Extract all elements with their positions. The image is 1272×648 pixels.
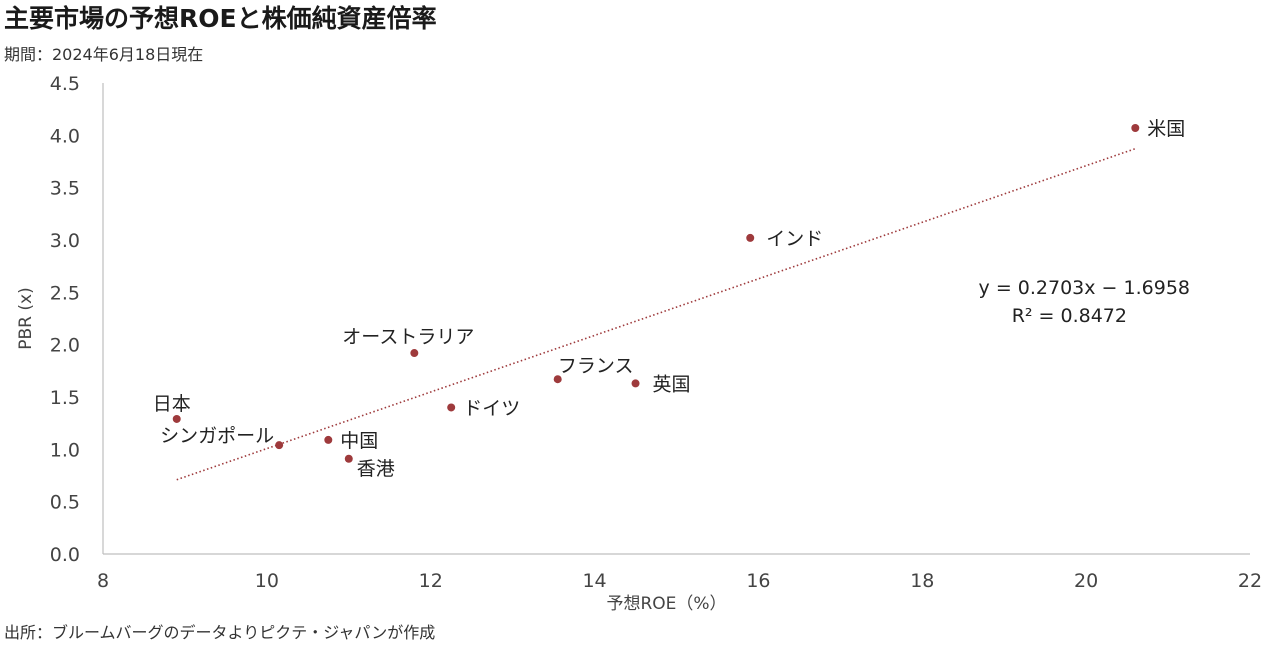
- point-label: シンガポール: [160, 425, 274, 447]
- y-tick-label: 1.5: [50, 387, 80, 409]
- data-point: [324, 435, 333, 444]
- x-tick-label: 20: [1074, 570, 1098, 592]
- chart-axes: 0.0 0.5 1.0 1.5 2.0 2.5 3.0 3.5 4.0 4.5 8 10 12 14 16 1…: [50, 73, 1262, 592]
- trendline-group: [176, 147, 1136, 481]
- y-tick-label: 0.5: [50, 492, 80, 514]
- y-tick-label: 4.0: [50, 125, 80, 147]
- y-tick-label: 0.0: [50, 544, 80, 566]
- point-label: インド: [766, 228, 823, 250]
- x-tick-label: 12: [419, 570, 443, 592]
- data-points-group: [172, 124, 1140, 463]
- x-tick-label: 10: [255, 570, 279, 592]
- point-label: 香港: [357, 458, 395, 480]
- trendline: [176, 147, 1136, 481]
- point-label: オーストラリア: [342, 326, 474, 348]
- y-axis-title: PBR (x): [16, 287, 36, 349]
- data-point: [631, 379, 640, 388]
- data-point: [172, 414, 181, 423]
- point-label: 米国: [1147, 118, 1185, 140]
- page-title: 主要市場の予想ROEと株価純資産倍率: [4, 4, 437, 33]
- y-tick-label: 2.0: [50, 335, 80, 357]
- source-note: 出所：ブルームバーグのデータよりピクテ・ジャパンが作成: [4, 623, 436, 642]
- point-label: 日本: [153, 393, 191, 415]
- data-point: [746, 233, 755, 242]
- y-tick-label: 3.0: [50, 230, 80, 252]
- y-tick-label: 3.5: [50, 178, 80, 200]
- trendline-r-squared: R² = 0.8472: [1012, 305, 1127, 327]
- point-label: 中国: [340, 430, 378, 452]
- data-point: [553, 375, 562, 384]
- data-point: [344, 454, 353, 463]
- data-point: [447, 403, 456, 412]
- x-axis-title: 予想ROE（%）: [606, 594, 726, 614]
- data-point: [1131, 124, 1140, 133]
- data-point: [410, 349, 419, 358]
- x-tick-label: 22: [1238, 570, 1262, 592]
- x-tick-label: 14: [582, 570, 606, 592]
- trendline-equation: y = 0.2703x − 1.6958: [979, 277, 1190, 299]
- y-tick-label: 4.5: [50, 73, 80, 95]
- point-label: ドイツ: [463, 397, 520, 419]
- point-label: フランス: [558, 355, 634, 377]
- y-tick-label: 1.0: [50, 439, 80, 461]
- chart-subtitle: 期間：2024年6月18日現在: [4, 45, 204, 64]
- x-tick-label: 18: [910, 570, 934, 592]
- data-point: [275, 441, 284, 450]
- point-label: 英国: [653, 373, 691, 395]
- x-tick-label: 8: [97, 570, 109, 592]
- x-tick-label: 16: [746, 570, 770, 592]
- y-tick-label: 2.5: [50, 282, 80, 304]
